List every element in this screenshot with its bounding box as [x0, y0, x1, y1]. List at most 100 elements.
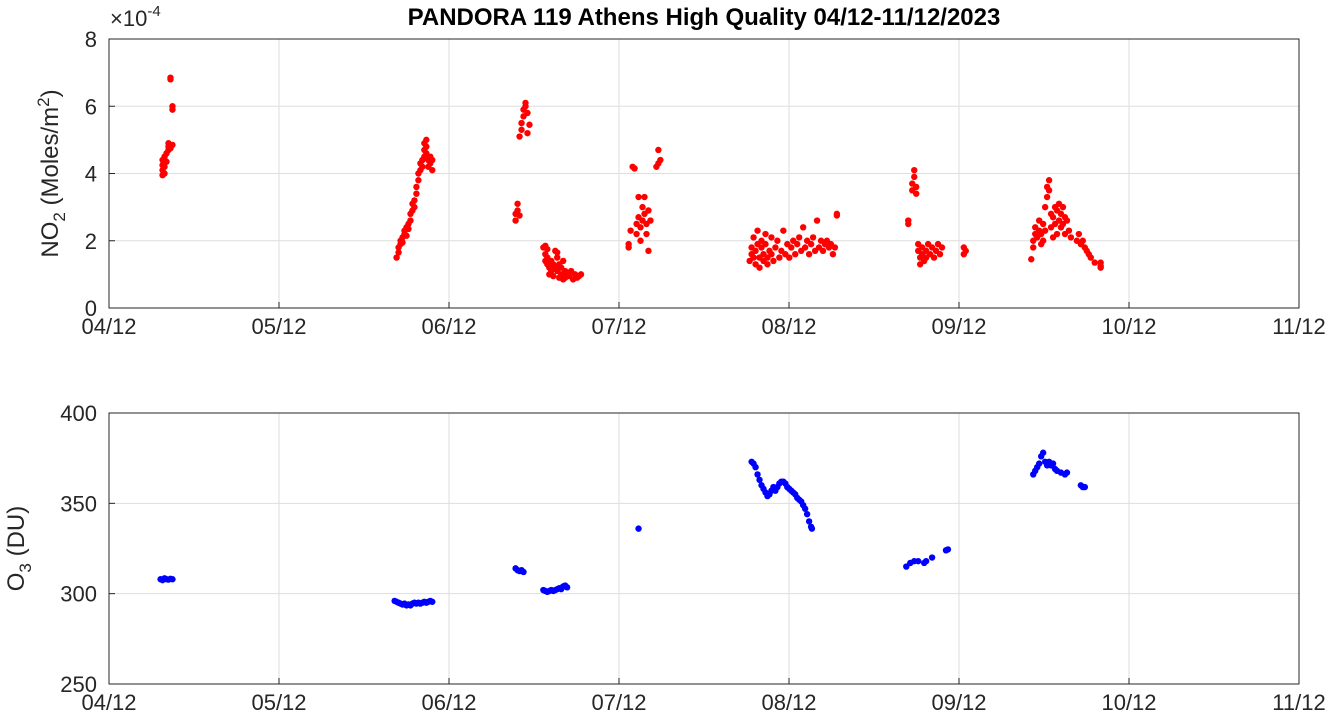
- y-label-units: (Moles/m: [37, 107, 64, 212]
- o3-panel: 04/12 05/12 06/12 07/12 08/12 09/12 10/12 11/12…: [3, 401, 1326, 715]
- data-point: [637, 237, 644, 244]
- data-point: [635, 193, 642, 201]
- data-point: [429, 156, 436, 164]
- x-tick-label: 10/12: [1101, 690, 1156, 715]
- data-point: [930, 254, 938, 261]
- data-point: [403, 232, 410, 239]
- data-point: [805, 518, 813, 525]
- data-point: [754, 471, 761, 478]
- data-point: [411, 203, 418, 211]
- data-point: [1030, 244, 1037, 251]
- data-point: [803, 510, 811, 518]
- data-point: [631, 165, 638, 172]
- data-point: [643, 230, 650, 238]
- y-axis-label: NO2 (Moles/m2): [34, 89, 69, 257]
- data-point: [754, 227, 761, 234]
- data-point: [1041, 227, 1049, 234]
- data-point: [415, 177, 422, 184]
- data-point: [633, 230, 640, 238]
- data-point: [514, 207, 521, 214]
- data-point: [554, 254, 561, 261]
- data-point: [518, 126, 525, 133]
- data-point: [938, 244, 946, 251]
- data-point: [805, 251, 813, 258]
- data-point: [550, 272, 557, 280]
- data-point: [1075, 230, 1083, 238]
- x-tick-label: 10/12: [1101, 314, 1156, 339]
- data-point: [421, 140, 428, 147]
- data-point: [554, 249, 561, 256]
- data-point: [645, 247, 652, 255]
- y-tick-label: 4: [85, 162, 97, 187]
- data-point: [1063, 469, 1071, 476]
- data-point: [563, 584, 571, 591]
- series-points: [159, 74, 1104, 283]
- y-label-main: O: [3, 573, 30, 592]
- data-point: [395, 249, 402, 256]
- data-point: [1079, 237, 1087, 244]
- x-tick-label: 07/12: [591, 690, 646, 715]
- data-point: [831, 244, 839, 251]
- data-point: [1039, 449, 1047, 456]
- data-point: [559, 257, 567, 265]
- y-tick-label: 250: [60, 672, 97, 697]
- data-point: [1039, 220, 1047, 228]
- x-tick-label: 07/12: [591, 314, 646, 339]
- data-point: [813, 217, 821, 224]
- data-point: [962, 247, 969, 255]
- y-tick-label: 350: [60, 491, 97, 516]
- data-point: [1041, 203, 1049, 211]
- y-label-subscript: 3: [16, 563, 35, 572]
- data-point: [750, 254, 757, 261]
- data-point: [1045, 177, 1053, 184]
- data-point: [807, 240, 815, 248]
- y-label-main: NO: [37, 222, 64, 258]
- y-tick-label: 300: [60, 582, 97, 607]
- data-point: [768, 251, 775, 258]
- y-label-units: (DU): [3, 506, 30, 563]
- data-point: [161, 163, 168, 170]
- data-point: [772, 244, 779, 251]
- data-point: [944, 546, 952, 553]
- data-point: [762, 240, 769, 248]
- axis-multiplier: ×10-4: [110, 3, 161, 31]
- data-point: [407, 217, 414, 224]
- y-label-units-close: ): [37, 89, 64, 97]
- x-tick-label: 09/12: [931, 314, 986, 339]
- data-point: [514, 200, 521, 207]
- data-point: [1039, 237, 1047, 244]
- data-point: [752, 247, 759, 255]
- data-point: [1049, 460, 1057, 467]
- data-point: [524, 109, 531, 117]
- data-point: [808, 525, 816, 532]
- no2-panel: 04/12 05/12 06/12 07/12 08/12 09/12 10/12 11/12…: [34, 3, 1326, 339]
- data-point: [169, 141, 176, 149]
- data-point: [516, 212, 523, 219]
- data-point: [801, 505, 809, 512]
- data-point: [625, 244, 632, 251]
- x-tick-label: 11/12: [1272, 690, 1325, 715]
- data-point: [913, 183, 920, 191]
- data-point: [774, 237, 781, 244]
- data-point: [413, 183, 420, 191]
- data-point: [641, 193, 648, 201]
- data-point: [419, 163, 426, 170]
- data-point: [928, 554, 936, 561]
- data-point: [544, 245, 551, 253]
- data-point: [169, 576, 176, 583]
- x-tick-label: 05/12: [251, 314, 306, 339]
- data-point: [829, 251, 837, 258]
- data-point: [1049, 214, 1057, 221]
- data-point: [796, 234, 803, 241]
- data-point: [792, 251, 799, 258]
- data-point: [645, 207, 652, 214]
- data-point: [522, 103, 529, 110]
- axes-frame: [108, 412, 1300, 685]
- data-point: [429, 166, 436, 174]
- data-point: [161, 170, 168, 177]
- multiplier-exponent: -4: [147, 3, 160, 20]
- series-points: [157, 449, 1089, 609]
- data-point: [905, 220, 912, 228]
- data-point: [167, 76, 174, 83]
- data-point: [1091, 259, 1098, 266]
